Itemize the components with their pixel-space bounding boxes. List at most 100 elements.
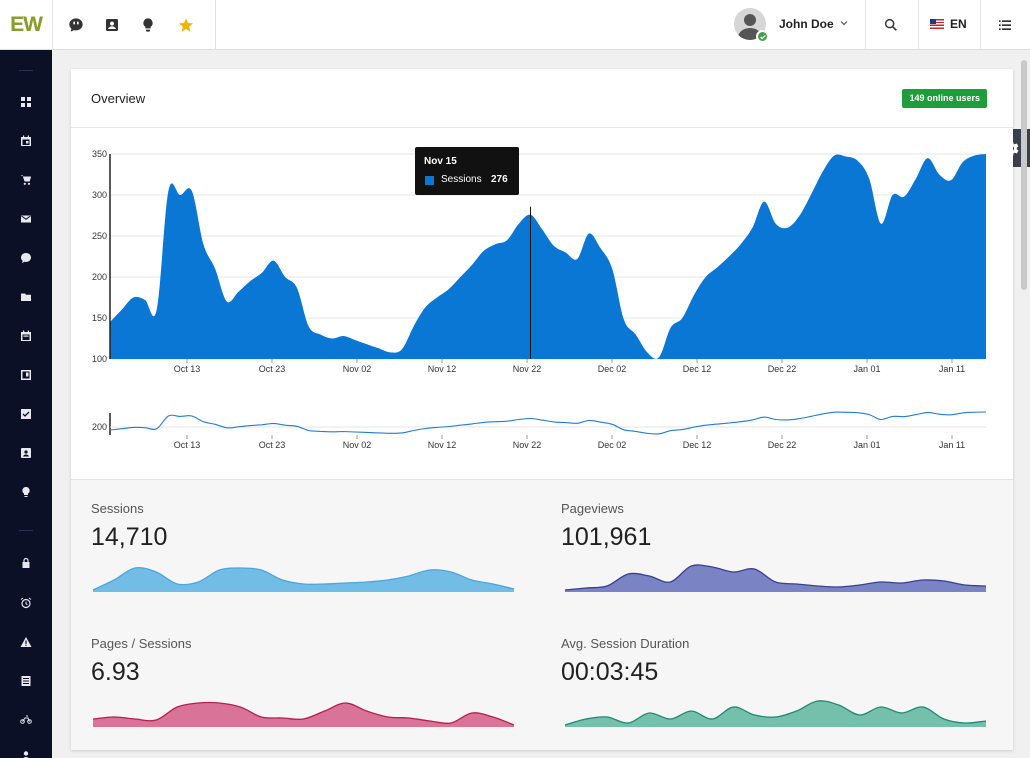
sparkline-area <box>93 567 514 592</box>
sparkline-area <box>565 564 986 592</box>
x-tick-label: Oct 13 <box>174 364 201 374</box>
language-selector[interactable]: EN <box>930 17 967 31</box>
x-tick-label: Nov 22 <box>513 440 542 450</box>
x-tick-label: Nov 02 <box>343 364 372 374</box>
x-tick-label: Jan 11 <box>939 364 965 374</box>
x-tick-label: Jan 01 <box>853 440 880 450</box>
language-label: EN <box>950 17 967 31</box>
stat-value: 101,961 <box>561 523 652 551</box>
sparkline-area <box>93 702 514 727</box>
warning-icon[interactable] <box>16 632 36 652</box>
pages-per-session-sparkline <box>92 701 515 727</box>
x-tick-label: Nov 22 <box>513 364 542 374</box>
board-icon[interactable] <box>16 365 36 385</box>
y-tick-label: 350 <box>92 149 107 159</box>
sparkline-line <box>564 700 987 726</box>
x-tick-label: Jan 11 <box>939 440 965 450</box>
user-name[interactable]: John Doe <box>779 17 834 31</box>
stat-label: Pages / Sessions <box>91 636 192 651</box>
folder-icon[interactable] <box>16 287 36 307</box>
x-tick-label: Dec 12 <box>683 440 712 450</box>
lock-icon[interactable] <box>16 553 36 573</box>
x-tick-label: Nov 02 <box>343 440 372 450</box>
person-icon[interactable] <box>16 746 36 758</box>
chevron-down-icon[interactable] <box>839 18 849 28</box>
online-status-icon <box>756 30 769 43</box>
sessions-area <box>110 154 986 359</box>
navigator-line <box>109 411 987 435</box>
motorcycle-icon[interactable] <box>16 709 36 729</box>
y-tick-label: 250 <box>92 231 107 241</box>
x-tick-label: Dec 02 <box>598 440 627 450</box>
sessions-area-chart[interactable]: 100 150 200 250 300 350 Oct 13 Oct 23 Nov 02 Nov … <box>71 128 1013 448</box>
y-tick-label: 100 <box>92 354 107 364</box>
x-tick-label: Oct 23 <box>259 364 286 374</box>
x-tick-label: Dec 02 <box>598 364 627 374</box>
top-header: EW John Doe EN <box>0 0 1030 50</box>
x-tick-label: Jan 01 <box>853 364 880 374</box>
stat-value: 14,710 <box>91 523 168 551</box>
page-title: Overview <box>91 91 146 106</box>
header-divider <box>215 0 216 50</box>
tooltip-value: 276 <box>491 174 508 185</box>
checkbox-icon[interactable] <box>16 404 36 424</box>
search-icon[interactable] <box>880 14 902 36</box>
tooltip-date: Nov 15 <box>424 156 457 167</box>
alarm-icon[interactable] <box>16 593 36 613</box>
sparkline-line <box>92 701 515 726</box>
chat-icon[interactable] <box>16 248 36 268</box>
cart-icon[interactable] <box>16 170 36 190</box>
header-divider <box>918 0 919 50</box>
session-duration-sparkline <box>564 700 987 727</box>
header-divider <box>865 0 866 50</box>
stat-value: 6.93 <box>91 658 140 686</box>
lightbulb-icon[interactable] <box>137 14 159 36</box>
x-tick-label: Oct 13 <box>174 440 201 450</box>
header-divider <box>52 0 53 50</box>
sparkline-line <box>92 567 515 591</box>
range-navigator-chart[interactable]: 200 Oct 13 Oct 23 Nov 02 Nov 12 Nov 22 Dec 02 D… <box>71 399 1013 459</box>
x-tick-label: Dec 22 <box>768 440 797 450</box>
tooltip-swatch <box>425 176 434 185</box>
star-icon[interactable] <box>175 14 197 36</box>
stat-label: Sessions <box>91 501 144 516</box>
stat-value: 00:03:45 <box>561 658 659 686</box>
calendar-icon[interactable] <box>16 131 36 151</box>
sessions-sparkline <box>92 567 515 592</box>
sidebar-divider <box>19 70 33 71</box>
y-tick-label: 200 <box>92 422 107 432</box>
tooltip-series: Sessions <box>441 174 482 185</box>
sparkline-line <box>564 564 987 591</box>
stats-panel: Sessions 14,710 Pageviews 101,961 Pages … <box>71 479 1013 750</box>
brand-logo[interactable]: EW <box>0 0 52 50</box>
overview-card: Overview 149 online users 100 150 200 250 30… <box>71 69 1013 750</box>
lightbulb-icon[interactable] <box>16 482 36 502</box>
chart-tooltip: Nov 15 Sessions 276 <box>415 147 519 195</box>
list-icon[interactable] <box>16 671 36 691</box>
sidebar <box>0 50 52 758</box>
page-scrollbar[interactable] <box>1021 60 1027 290</box>
menu-icon[interactable] <box>994 14 1016 36</box>
sidebar-divider <box>19 530 33 531</box>
x-tick-label: Nov 12 <box>428 364 457 374</box>
y-tick-label: 200 <box>92 272 107 282</box>
online-users-badge: 149 online users <box>902 89 987 108</box>
chat-icon[interactable] <box>65 14 87 36</box>
mail-icon[interactable] <box>16 209 36 229</box>
us-flag-icon <box>930 19 944 29</box>
dashboard-icon[interactable] <box>16 92 36 112</box>
logo-text: EW <box>10 13 43 36</box>
x-tick-label: Dec 12 <box>683 364 712 374</box>
x-tick-label: Oct 23 <box>259 440 286 450</box>
y-tick-label: 300 <box>92 190 107 200</box>
stat-label: Avg. Session Duration <box>561 636 690 651</box>
x-tick-label: Dec 22 <box>768 364 797 374</box>
header-divider <box>980 0 981 50</box>
contact-icon[interactable] <box>16 443 36 463</box>
event-icon[interactable] <box>16 326 36 346</box>
y-tick-label: 150 <box>92 313 107 323</box>
contact-icon[interactable] <box>101 14 123 36</box>
stat-label: Pageviews <box>561 501 624 516</box>
card-header: Overview 149 online users <box>71 69 1013 128</box>
pageviews-sparkline <box>564 564 987 592</box>
